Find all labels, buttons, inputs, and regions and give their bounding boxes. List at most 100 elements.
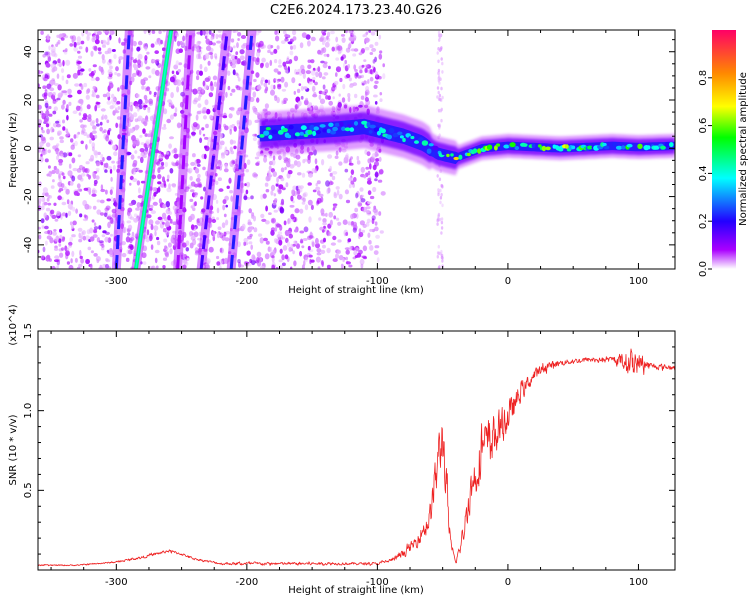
heatmap-speckle-cell	[158, 163, 161, 168]
heatmap-speckle-cell	[277, 231, 283, 235]
heatmap-speckle-cell	[93, 179, 98, 185]
colorbar-axis: 0.0 0.2 0.4 0.6 0.8	[698, 70, 712, 277]
heatmap-speckle-cell	[360, 166, 365, 173]
heatmap-speckle-cell	[283, 220, 287, 226]
heatmap-speckle-cell	[253, 227, 258, 233]
heatmap-speckle-cell	[272, 155, 276, 161]
heatmap-speckle-cell	[164, 161, 169, 168]
heatmap-speckle-cell	[96, 104, 101, 109]
heatmap-speckle-cell	[301, 264, 305, 269]
heatmap-speckle-cell	[43, 92, 48, 97]
heatmap-speckle-cell	[362, 245, 368, 252]
heatmap-speckle-cell	[291, 189, 295, 196]
heatmap-speckle-cell	[105, 189, 108, 195]
heatmap-speckle-cell	[262, 193, 267, 199]
heatmap-speckle-cell	[244, 261, 249, 266]
heatmap-speckle-cell	[284, 34, 289, 38]
heatmap-speckle-cell	[142, 154, 147, 159]
heatmap-speckle-cell	[150, 204, 154, 209]
heatmap-speckle-cell	[246, 250, 251, 256]
heatmap-speckle-cell	[363, 59, 367, 62]
heatmap-speckle-cell	[248, 262, 252, 267]
heatmap-speckle-cell	[105, 162, 109, 169]
heatmap-speckle-cell	[75, 133, 79, 139]
heatmap-speckle-cell	[307, 199, 313, 206]
heatmap-speckle-cell	[335, 57, 340, 61]
heatmap-speckle-cell	[137, 106, 140, 112]
heatmap-speckle-cell	[137, 70, 142, 77]
heatmap-speckle-cell	[131, 135, 136, 142]
heatmap-speckle-cell	[380, 191, 386, 196]
heatmap-speckle-cell	[77, 227, 83, 232]
snr-y-tick-label: 1.5	[23, 323, 34, 339]
heatmap-speckle-cell	[342, 258, 345, 263]
heatmap-speckle-cell	[363, 256, 367, 260]
heatmap-speckle-cell	[56, 210, 61, 216]
heatmap-speckle-cell	[79, 249, 82, 257]
heatmap-speckle-cell	[143, 143, 147, 148]
heatmap-speckle-cell	[309, 232, 314, 239]
heatmap-speckle-cell	[371, 65, 375, 69]
heatmap-speckle-cell	[176, 122, 181, 129]
heatmap-speckle-cell	[252, 91, 257, 98]
heatmap-speckle-cell	[51, 46, 56, 51]
heatmap-speckle-cell	[293, 190, 297, 197]
heatmap-speckle-cell	[438, 81, 441, 85]
heatmap-speckle-cell	[81, 127, 86, 134]
heatmap-speckle-cell	[269, 246, 273, 253]
heatmap-speckle-cell	[60, 247, 65, 251]
heatmap-speckle-cell	[367, 232, 371, 238]
heatmap-speckle-cell	[299, 42, 304, 49]
heatmap-speckle-cell	[316, 248, 322, 253]
heatmap-speckle-cell	[98, 240, 104, 244]
heatmap-speckle-cell	[46, 33, 50, 41]
heatmap-speckle-cell	[223, 150, 228, 155]
heatmap-speckle-cell	[208, 47, 214, 53]
heatmap-speckle-cell	[256, 256, 260, 263]
heatmap-speckle-cell	[233, 125, 237, 132]
heatmap-speckle-cell	[328, 100, 334, 106]
heatmap-speckle-cell	[114, 109, 118, 113]
heatmap-speckle-cell	[101, 39, 107, 43]
heatmap-speckle-cell	[322, 244, 326, 249]
heatmap-speckle-cell	[66, 74, 71, 79]
heatmap-speckle-cell	[69, 43, 74, 47]
heatmap-speckle-cell	[40, 30, 44, 35]
heatmap-speckle-cell	[290, 45, 293, 50]
heatmap-speckle-cell	[77, 65, 82, 70]
heatmap-speckle-cell	[441, 203, 444, 208]
heatmap-speckle-cell	[90, 50, 94, 57]
heatmap-speckle-cell	[320, 208, 325, 215]
heatmap-speckle-cell	[345, 249, 350, 255]
heatmap-speckle-cell	[317, 266, 321, 269]
heatmap-speckle-cell	[258, 40, 264, 47]
heatmap-speckle-cell	[92, 173, 97, 180]
heatmap-speckle-cell	[441, 70, 444, 74]
heatmap-speckle-cell	[113, 54, 117, 59]
heatmap-speckle-cell	[56, 123, 61, 128]
heatmap-speckle-cell	[299, 185, 304, 190]
heatmap-speckle-cell	[138, 104, 143, 110]
heatmap-speckle-cell	[307, 40, 311, 47]
heatmap-speckle-cell	[210, 54, 214, 60]
heatmap-speckle-cell	[38, 201, 41, 206]
heatmap-x-axis: -300 -200 -100 0 100	[50, 30, 648, 287]
heatmap-speckle-cell	[56, 155, 60, 161]
heatmap-speckle-cell	[136, 46, 141, 52]
heatmap-speckle-cell	[106, 155, 112, 161]
heatmap-speckle-cell	[65, 250, 70, 257]
heatmap-speckle-cell	[276, 223, 281, 228]
heatmap-speckle-cell	[354, 255, 359, 258]
heatmap-speckle-cell	[100, 108, 106, 112]
heatmap-speckle-cell	[206, 260, 210, 265]
heatmap-speckle-cell	[95, 175, 100, 180]
heatmap-speckle-cell	[190, 224, 195, 231]
heatmap-speckle-cell	[326, 35, 329, 40]
heatmap-speckle-cell	[276, 234, 281, 239]
heatmap-speckle-cell	[59, 139, 64, 144]
heatmap-speckle-cell	[130, 76, 135, 83]
heatmap-speckle-cell	[190, 205, 194, 209]
heatmap-x-tick-label: -100	[366, 276, 389, 287]
heatmap-speckle-cell	[441, 184, 444, 189]
heatmap-speckle-cell	[157, 173, 162, 180]
